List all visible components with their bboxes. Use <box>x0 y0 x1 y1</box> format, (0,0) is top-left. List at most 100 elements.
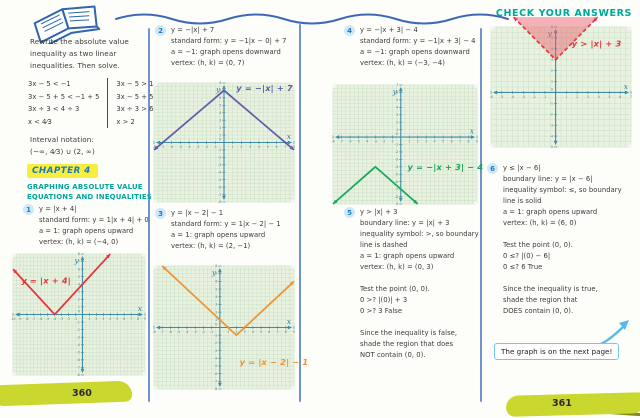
svg-text:-6: -6 <box>170 145 173 149</box>
svg-text:6: 6 <box>551 25 553 29</box>
answer-number-3: 3 <box>155 208 166 219</box>
svg-text:-3: -3 <box>395 158 398 162</box>
svg-text:-4: -4 <box>185 330 188 334</box>
svg-text:6: 6 <box>268 330 270 334</box>
svg-text:-3: -3 <box>194 330 197 334</box>
left-page-swash <box>0 380 133 407</box>
svg-text:4: 4 <box>219 111 221 115</box>
svg-text:-5: -5 <box>500 95 503 99</box>
svg-text:-4: -4 <box>550 134 553 138</box>
svg-text:7: 7 <box>219 89 221 93</box>
svg-text:-2: -2 <box>67 317 70 321</box>
svg-text:y: y <box>211 268 217 277</box>
svg-text:y = |x + 4|: y = |x + 4| <box>21 275 71 285</box>
svg-text:-8: -8 <box>152 330 155 334</box>
graph-y-abs-x-minus-2-minus-1: -8 -7 -6 -5 -4 -3 -2 -1 1 2 3 4 5 6 7 8 9 -8 -7 -6 -5 -4 -3 -2 -… <box>152 264 308 391</box>
svg-text:-2: -2 <box>218 156 221 160</box>
answer-text-6: y ≤ |x − 6| boundary line: y = |x − 6| i… <box>503 164 622 315</box>
svg-text:-8: -8 <box>25 317 28 321</box>
svg-text:3: 3 <box>587 95 589 99</box>
svg-text:3: 3 <box>249 145 251 149</box>
svg-text:-5: -5 <box>46 317 49 321</box>
interval-notation: Interval notation: (−∞, 4⁄3) ∪ (2, ∞) <box>30 135 95 156</box>
svg-text:6: 6 <box>219 96 221 100</box>
svg-text:x: x <box>287 317 292 326</box>
svg-text:y: y <box>215 85 221 94</box>
answer-text-3: y = |x − 2| − 1 standard form: y = 1|x −… <box>171 209 281 250</box>
answer-number-5: 5 <box>344 207 355 218</box>
svg-text:2: 2 <box>417 139 419 143</box>
svg-text:-10: -10 <box>10 317 15 321</box>
svg-text:-4: -4 <box>187 145 190 149</box>
svg-text:-8: -8 <box>152 145 155 149</box>
svg-text:-1: -1 <box>214 333 217 337</box>
svg-text:x: x <box>624 82 629 91</box>
svg-text:-9: -9 <box>18 317 21 321</box>
curved-arrow-up-right-icon <box>599 320 629 346</box>
svg-text:-2: -2 <box>533 95 536 99</box>
svg-text:-4: -4 <box>77 343 80 347</box>
svg-text:y > |x| + 3: y > |x| + 3 <box>572 39 622 49</box>
svg-text:y: y <box>547 29 553 38</box>
svg-text:-6: -6 <box>214 372 217 376</box>
answer-text-5: y > |x| + 3 boundary line: y = |x| + 3 i… <box>360 208 479 359</box>
svg-text:-3: -3 <box>77 335 80 339</box>
svg-text:3: 3 <box>219 118 221 122</box>
svg-text:-5: -5 <box>550 145 553 149</box>
svg-text:3: 3 <box>396 113 398 117</box>
svg-text:-2: -2 <box>395 150 398 154</box>
answer-number-1: 1 <box>23 204 34 215</box>
svg-text:7: 7 <box>459 139 461 143</box>
column-divider-2 <box>299 24 301 402</box>
svg-text:-3: -3 <box>522 95 525 99</box>
svg-text:9: 9 <box>144 317 146 321</box>
svg-text:-5: -5 <box>395 172 398 176</box>
svg-text:y: y <box>73 256 79 265</box>
svg-text:-3: -3 <box>218 163 221 167</box>
svg-text:3: 3 <box>102 317 104 321</box>
svg-text:-5: -5 <box>179 145 182 149</box>
svg-text:3: 3 <box>78 290 80 294</box>
svg-text:1: 1 <box>551 80 553 84</box>
svg-text:4: 4 <box>109 317 111 321</box>
svg-text:2: 2 <box>95 317 97 321</box>
svg-text:0: 0 <box>396 132 398 136</box>
svg-text:y = |x − 2| − 1: y = |x − 2| − 1 <box>240 357 309 367</box>
svg-text:1: 1 <box>215 318 217 322</box>
svg-text:4: 4 <box>252 330 254 334</box>
svg-text:1: 1 <box>227 330 229 334</box>
svg-text:5: 5 <box>396 98 398 102</box>
svg-text:2: 2 <box>78 298 80 302</box>
svg-text:-1: -1 <box>210 330 213 334</box>
svg-text:-2: -2 <box>382 139 385 143</box>
open-notebook-icon <box>33 5 101 44</box>
svg-text:-6: -6 <box>218 185 221 189</box>
svg-text:2: 2 <box>396 120 398 124</box>
svg-text:7: 7 <box>396 83 398 87</box>
svg-text:-8: -8 <box>214 387 217 391</box>
svg-text:-4: -4 <box>511 95 514 99</box>
svg-text:-7: -7 <box>161 145 164 149</box>
svg-text:-6: -6 <box>489 95 492 99</box>
svg-text:7: 7 <box>277 330 279 334</box>
svg-text:-4: -4 <box>214 356 217 360</box>
answer-number-6: 6 <box>487 163 498 174</box>
svg-text:-1: -1 <box>77 320 80 324</box>
svg-text:-1: -1 <box>550 102 553 106</box>
svg-text:2: 2 <box>576 95 578 99</box>
svg-text:5: 5 <box>78 275 80 279</box>
svg-text:6: 6 <box>619 95 621 99</box>
svg-text:5: 5 <box>116 317 118 321</box>
left-page-number: 360 <box>72 388 92 399</box>
svg-text:6: 6 <box>396 91 398 95</box>
svg-text:-4: -4 <box>395 165 398 169</box>
page-title: CHECK YOUR ANSWERS <box>495 8 632 19</box>
svg-text:4: 4 <box>258 145 260 149</box>
svg-text:0: 0 <box>219 138 221 142</box>
svg-text:5: 5 <box>219 104 221 108</box>
instruction-text: Rewrite the absolute value inequality as… <box>30 37 129 70</box>
svg-text:7: 7 <box>130 317 132 321</box>
svg-text:2: 2 <box>551 69 553 73</box>
svg-text:8: 8 <box>219 81 221 85</box>
svg-text:1: 1 <box>565 95 567 99</box>
